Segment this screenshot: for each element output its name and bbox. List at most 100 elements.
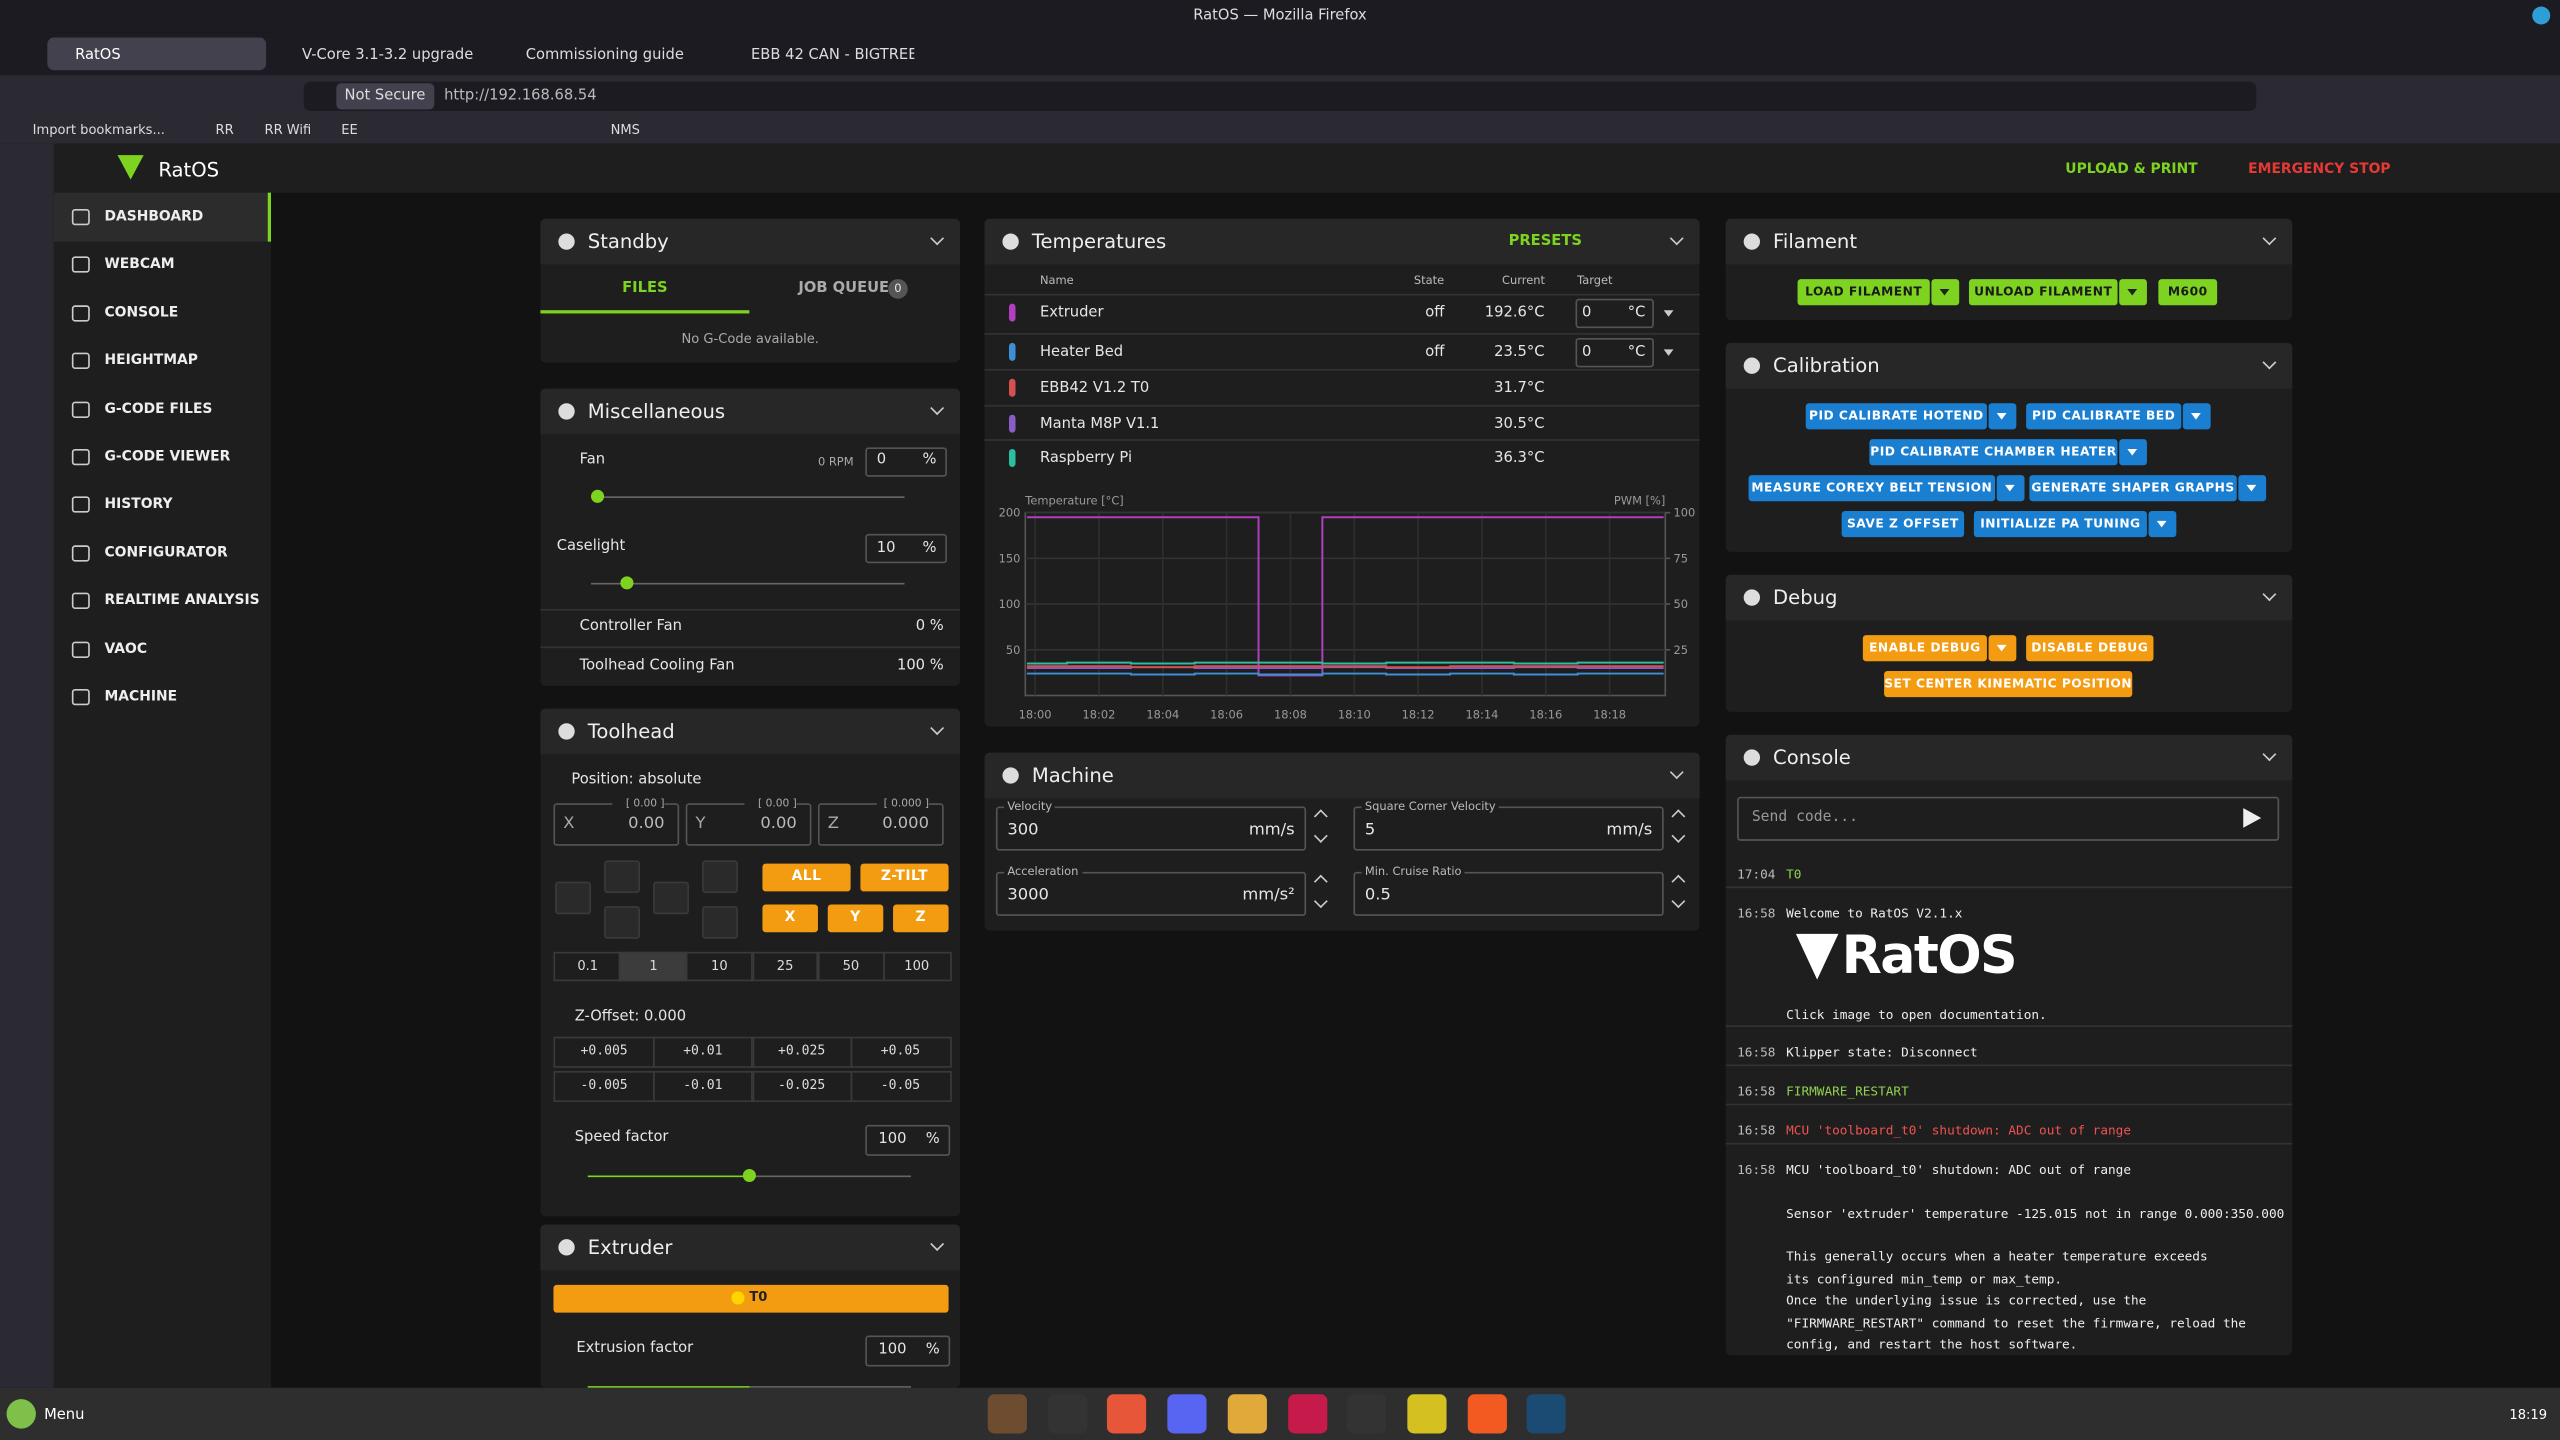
macro-button[interactable]: UNLOAD FILAMENT bbox=[1969, 279, 2118, 305]
caselight-slider[interactable] bbox=[591, 583, 904, 585]
nav-item[interactable]: HISTORY bbox=[104, 497, 172, 513]
taskbar-app[interactable] bbox=[1048, 1394, 1087, 1433]
taskbar-app[interactable] bbox=[1227, 1394, 1266, 1433]
home-button[interactable]: ALL bbox=[762, 864, 850, 892]
macro-button[interactable]: INITIALIZE PA TUNING bbox=[1974, 511, 2147, 537]
taskbar-app[interactable] bbox=[1108, 1394, 1147, 1433]
taskbar-app[interactable] bbox=[1287, 1394, 1326, 1433]
macro-button[interactable]: PID CALIBRATE CHAMBER HEATER bbox=[1869, 439, 2117, 465]
bookmark[interactable]: RR bbox=[216, 122, 234, 137]
macro-button[interactable]: M600 bbox=[2158, 279, 2217, 305]
sensor-name[interactable]: Extruder bbox=[1040, 305, 1104, 321]
panel-icon bbox=[558, 233, 574, 249]
nav-item[interactable]: DASHBOARD bbox=[104, 209, 203, 225]
macro-button[interactable]: LOAD FILAMENT bbox=[1798, 279, 1930, 305]
nav-item[interactable]: G-CODE FILES bbox=[104, 401, 212, 417]
security-badge[interactable]: Not Secure bbox=[336, 83, 433, 109]
sensor-name[interactable]: Heater Bed bbox=[1040, 344, 1123, 360]
taskbar-app[interactable] bbox=[1407, 1394, 1446, 1433]
step-button[interactable]: 100 bbox=[882, 952, 951, 981]
upload-print[interactable]: UPLOAD & PRINT bbox=[2065, 162, 2197, 178]
tab[interactable]: RatOS bbox=[75, 47, 121, 63]
step-button[interactable]: 10 bbox=[685, 952, 754, 981]
macro-button[interactable]: MEASURE COREXY BELT TENSION bbox=[1749, 475, 1996, 501]
step-button[interactable]: 0.1 bbox=[553, 952, 622, 981]
tab[interactable]: V-Core 3.1-3.2 upgrade bbox=[302, 47, 473, 63]
nav-item[interactable]: WEBCAM bbox=[104, 257, 174, 273]
menu-label[interactable]: Menu bbox=[44, 1407, 84, 1423]
taskbar-app[interactable] bbox=[1467, 1394, 1506, 1433]
macro-button[interactable]: ENABLE DEBUG bbox=[1863, 635, 1987, 661]
macro-button[interactable]: PID CALIBRATE HOTEND bbox=[1806, 403, 1987, 429]
sensor-name[interactable]: EBB42 V1.2 T0 bbox=[1040, 380, 1149, 396]
target-menu[interactable] bbox=[1664, 349, 1674, 356]
taskbar-app[interactable] bbox=[1527, 1394, 1566, 1433]
target-menu[interactable] bbox=[1664, 310, 1674, 317]
field-box[interactable] bbox=[1353, 872, 1663, 916]
bookmark[interactable]: Import bookmarks... bbox=[33, 122, 165, 137]
tab[interactable]: EBB 42 CAN - BIGTREETECH bbox=[751, 47, 914, 63]
series-line bbox=[1027, 667, 1664, 668]
nav-item[interactable]: VAOC bbox=[104, 641, 147, 657]
url[interactable]: http://192.168.68.54 bbox=[444, 88, 597, 104]
jog-button[interactable] bbox=[702, 860, 738, 893]
slider-thumb[interactable] bbox=[743, 1169, 756, 1182]
nav-item[interactable]: REALTIME ANALYSIS bbox=[104, 593, 259, 609]
slider-thumb[interactable] bbox=[620, 576, 633, 589]
macro-button[interactable]: DISABLE DEBUG bbox=[2026, 635, 2153, 661]
z-offset-button[interactable]: -0.025 bbox=[751, 1071, 852, 1102]
send-icon[interactable] bbox=[2243, 808, 2261, 828]
taskbar-app[interactable] bbox=[988, 1394, 1027, 1433]
jog-button[interactable] bbox=[604, 906, 640, 939]
nav-item[interactable]: MACHINE bbox=[104, 689, 177, 705]
home-button[interactable]: Z-TILT bbox=[860, 864, 948, 892]
tool-label[interactable]: T0 bbox=[749, 1290, 767, 1305]
macro-button[interactable]: GENERATE SHAPER GRAPHS bbox=[2029, 475, 2236, 501]
slider-thumb[interactable] bbox=[591, 490, 604, 503]
z-offset-button[interactable]: -0.01 bbox=[652, 1071, 753, 1102]
nav-item[interactable]: CONFIGURATOR bbox=[104, 545, 227, 561]
home-button[interactable]: Y bbox=[828, 904, 884, 932]
z-offset-button[interactable]: +0.025 bbox=[751, 1037, 852, 1068]
window-close[interactable] bbox=[2532, 7, 2550, 25]
bookmark[interactable]: NMS bbox=[611, 122, 640, 137]
tab-files[interactable]: FILES bbox=[540, 281, 749, 297]
presets[interactable]: PRESETS bbox=[1509, 233, 1582, 249]
bookmark-bar bbox=[0, 118, 2560, 144]
step-button[interactable]: 25 bbox=[751, 952, 820, 981]
jog-button[interactable] bbox=[604, 860, 640, 893]
emergency-stop[interactable]: EMERGENCY STOP bbox=[2248, 162, 2390, 178]
macro-button[interactable]: PID CALIBRATE BED bbox=[2026, 403, 2181, 429]
console-logo-mark[interactable] bbox=[1796, 934, 1838, 980]
tab-queue[interactable]: JOB QUEUE bbox=[798, 281, 889, 297]
z-offset-button[interactable]: -0.005 bbox=[553, 1071, 654, 1102]
fan-slider[interactable] bbox=[591, 496, 904, 498]
console-logo[interactable]: RatOS bbox=[1842, 924, 2016, 986]
taskbar-app[interactable] bbox=[1347, 1394, 1386, 1433]
macro-button[interactable]: SET CENTER KINEMATIC POSITION bbox=[1884, 671, 2132, 697]
z-offset-button[interactable]: +0.005 bbox=[553, 1037, 654, 1068]
z-offset-button[interactable]: +0.01 bbox=[652, 1037, 753, 1068]
field-label: Velocity bbox=[1004, 800, 1055, 813]
macro-button[interactable]: SAVE Z OFFSET bbox=[1842, 511, 1964, 537]
step-button[interactable]: 1 bbox=[619, 952, 688, 981]
jog-button[interactable] bbox=[702, 906, 738, 939]
z-offset-button[interactable]: -0.05 bbox=[850, 1071, 951, 1102]
bookmark[interactable]: EE bbox=[341, 122, 358, 137]
home-button[interactable]: Z bbox=[893, 904, 949, 932]
bookmark[interactable]: RR Wifi bbox=[264, 122, 311, 137]
menu-icon[interactable] bbox=[7, 1399, 36, 1428]
z-offset-button[interactable]: +0.05 bbox=[850, 1037, 951, 1068]
sensor-name[interactable]: Raspberry Pi bbox=[1040, 451, 1132, 467]
console-placeholder[interactable]: Send code... bbox=[1752, 810, 1858, 826]
nav-item[interactable]: HEIGHTMAP bbox=[104, 353, 197, 369]
nav-item[interactable]: CONSOLE bbox=[104, 305, 178, 321]
jog-button[interactable] bbox=[653, 882, 689, 915]
jog-button[interactable] bbox=[555, 882, 591, 915]
taskbar-app[interactable] bbox=[1168, 1394, 1207, 1433]
home-button[interactable]: X bbox=[762, 904, 818, 932]
step-button[interactable]: 50 bbox=[817, 952, 886, 981]
nav-item[interactable]: G-CODE VIEWER bbox=[104, 449, 230, 465]
sensor-name[interactable]: Manta M8P V1.1 bbox=[1040, 416, 1159, 432]
tab[interactable]: Commissioning guide bbox=[526, 47, 684, 63]
